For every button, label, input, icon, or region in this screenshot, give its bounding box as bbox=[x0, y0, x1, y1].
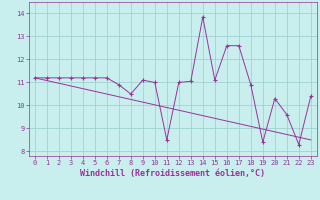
X-axis label: Windchill (Refroidissement éolien,°C): Windchill (Refroidissement éolien,°C) bbox=[80, 169, 265, 178]
